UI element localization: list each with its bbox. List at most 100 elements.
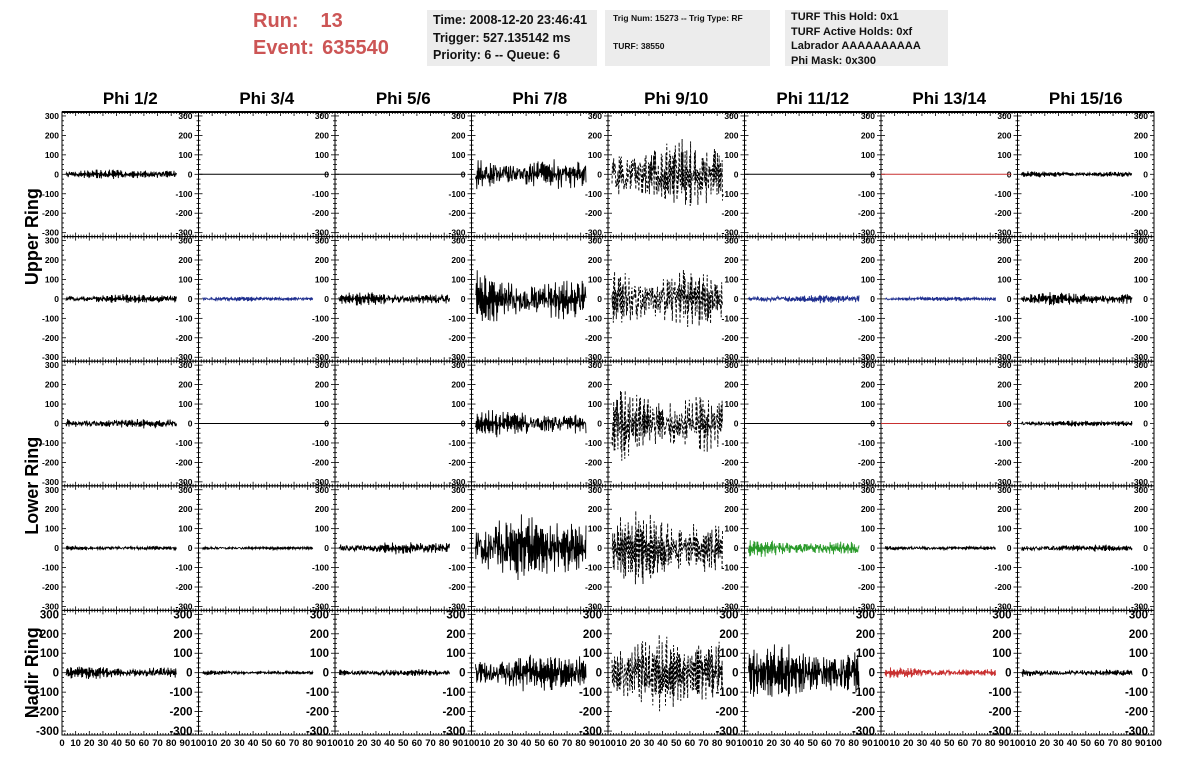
y-tick-label: 200 — [178, 255, 192, 265]
y-tick-label: 300 — [451, 485, 465, 495]
y-tick-label: 100 — [997, 399, 1011, 409]
waveform-trace — [475, 514, 587, 581]
y-tick-label: 100 — [588, 524, 602, 534]
y-tick-label: -300 — [42, 352, 59, 362]
y-tick-label: -100 — [585, 189, 602, 199]
y-tick-label: -100 — [994, 563, 1011, 573]
waveform-trace — [338, 292, 450, 306]
trigger-panel: Trig Num: 15273 -- Trig Type: RF TURF: 3… — [605, 10, 770, 66]
waveform-panel: -300 -300 -200 -200 -100 -100 0 0 100 100 200 200 30… — [42, 485, 199, 611]
y-tick-label: -100 — [721, 563, 738, 573]
y-tick-label: 100 — [45, 524, 59, 534]
waveform-trace — [65, 544, 177, 552]
y-tick-label: -100 — [42, 189, 59, 199]
y-tick-label: -300 — [312, 228, 329, 238]
y-tick-label: -300 — [175, 477, 192, 487]
y-tick-label: -200 — [448, 582, 465, 592]
y-tick-label: -100 — [1131, 438, 1148, 448]
y-tick-label: 200 — [724, 255, 738, 265]
y-tick-label: -200 — [1131, 333, 1148, 343]
y-tick-label: -300 — [585, 228, 602, 238]
y-tick-label: -300 — [858, 601, 875, 611]
y-tick-label: 100 — [588, 274, 602, 284]
y-tick-label: 100 — [861, 399, 875, 409]
y-tick-label: 300 — [724, 236, 738, 246]
y-tick-label: -100 — [312, 313, 329, 323]
y-tick-label: 300 — [588, 111, 602, 121]
waveform-panel: -300 -300 -200 -200 -100 -100 0 0 100 100 200 200 30… — [42, 360, 199, 487]
y-tick-label: 300 — [178, 360, 192, 370]
y-tick-label: -200 — [858, 582, 875, 592]
time-panel: Time: 2008-12-20 23:46:41 Trigger: 527.1… — [427, 10, 597, 66]
waveform-trace — [611, 510, 723, 585]
y-tick-label: -300 — [448, 352, 465, 362]
y-tick-label: 100 — [178, 524, 192, 534]
waveform-trace — [338, 542, 450, 555]
y-tick-label: -100 — [42, 438, 59, 448]
waveform-trace — [475, 270, 587, 322]
y-tick-label: -300 — [858, 228, 875, 238]
y-tick-label: 300 — [861, 236, 875, 246]
y-tick-label: -100 — [858, 189, 875, 199]
y-tick-label: 100 — [178, 274, 192, 284]
column-header: Phi 13/14 — [912, 89, 986, 108]
column-header: Phi 5/6 — [376, 89, 431, 108]
y-tick-label: 100 — [45, 399, 59, 409]
y-tick-label: 100 — [315, 524, 329, 534]
labrador-text: Labrador AAAAAAAAAA — [791, 40, 921, 52]
waveform-trace — [611, 390, 723, 461]
y-tick-label: -200 — [175, 333, 192, 343]
waveform-trace — [748, 540, 860, 557]
y-tick-label: 200 — [724, 504, 738, 514]
y-tick-label: -100 — [448, 313, 465, 323]
y-tick-label: -200 — [448, 457, 465, 467]
y-tick-label: 300 — [178, 111, 192, 121]
y-tick-label: -200 — [448, 208, 465, 218]
y-tick-label: 0 — [54, 419, 59, 429]
y-tick-label: 100 — [724, 150, 738, 160]
y-tick-label: 300 — [315, 360, 329, 370]
y-tick-label: -200 — [721, 582, 738, 592]
y-tick-label: 0 — [1143, 419, 1148, 429]
y-tick-label: -200 — [42, 457, 59, 467]
turf-text: TURF: 38550 — [613, 41, 665, 51]
turf-active-text: TURF Active Holds: 0xf — [791, 25, 913, 38]
y-tick-label: -200 — [42, 208, 59, 218]
y-tick-label: 200 — [451, 255, 465, 265]
trig-num-text: Trig Num: 15273 -- Trig Type: RF — [613, 13, 743, 23]
y-tick-label: -200 — [585, 333, 602, 343]
y-tick-label: -300 — [721, 228, 738, 238]
y-tick-label: -100 — [175, 438, 192, 448]
y-tick-label: 200 — [315, 130, 329, 140]
y-tick-label: -200 — [312, 333, 329, 343]
y-tick-label: 300 — [178, 236, 192, 246]
y-tick-label: 100 — [1134, 150, 1148, 160]
waveform-trace — [475, 410, 587, 438]
y-tick-label: -200 — [312, 457, 329, 467]
y-tick-label: 100 — [861, 274, 875, 284]
waveform-trace — [1021, 420, 1133, 427]
y-tick-label: -100 — [42, 563, 59, 573]
y-tick-label: 100 — [1134, 399, 1148, 409]
y-tick-label: 300 — [315, 111, 329, 121]
y-tick-label: 100 — [861, 524, 875, 534]
y-tick-label: -300 — [42, 601, 59, 611]
y-tick-label: 300 — [178, 485, 192, 495]
y-tick-label: 200 — [861, 255, 875, 265]
waveform-grid: Phi 1/2 Phi 3/4 Phi 5/6 Phi 7/8 Phi 9/10 Phi … — [22, 89, 1162, 749]
y-tick-label: 300 — [997, 485, 1011, 495]
y-tick-label: 200 — [724, 130, 738, 140]
y-tick-label: 0 — [324, 543, 329, 553]
y-tick-label: 0 — [54, 294, 59, 304]
y-tick-label: 300 — [588, 360, 602, 370]
y-tick-label: 300 — [588, 236, 602, 246]
y-tick-label: -300 — [585, 601, 602, 611]
